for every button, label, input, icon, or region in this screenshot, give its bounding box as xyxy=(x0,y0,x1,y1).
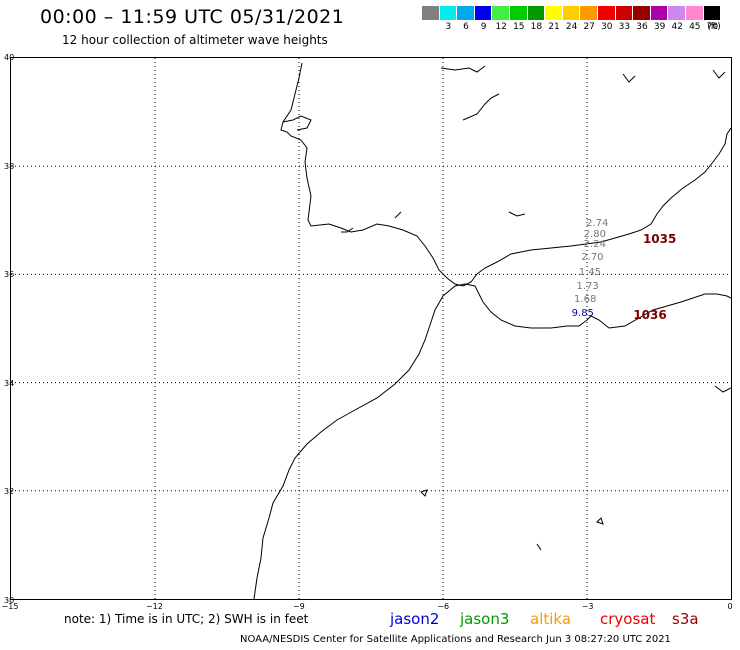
latitude-label: 34 xyxy=(4,378,15,388)
longitude-label: −12 xyxy=(145,602,163,611)
satellite-altika: altika xyxy=(530,610,572,628)
coastline-fragment-6 xyxy=(341,227,354,233)
map-title: 00:00 – 11:59 UTC 05/31/2021 xyxy=(40,6,345,28)
wave-height-value: 1.68 xyxy=(574,293,597,305)
latitude-label: 36 xyxy=(4,270,15,280)
credit-line: NOAA/NESDIS Center for Satellite Applica… xyxy=(240,634,671,645)
color-scale-tick: 21 xyxy=(548,22,560,32)
longitude-label: 0 xyxy=(727,602,733,611)
satellite-jason3: jason3 xyxy=(460,610,510,628)
color-scale-tick: 6 xyxy=(463,22,469,32)
color-scale-tick: 12 xyxy=(495,22,507,32)
graticule xyxy=(11,58,731,599)
longitude-label: −3 xyxy=(581,602,594,611)
color-swatch xyxy=(457,6,475,20)
map-subtitle: 12 hour collection of altimeter wave hei… xyxy=(62,33,328,47)
pressure-value: 1035 xyxy=(642,231,677,246)
coastline xyxy=(253,62,731,599)
color-swatch xyxy=(650,6,669,20)
longitude-label: −9 xyxy=(292,602,305,611)
wave-height-color-scale xyxy=(422,6,722,20)
color-scale-tick: 45 xyxy=(689,22,701,32)
coastline-fragment-5 xyxy=(714,385,731,393)
color-scale-tick: 27 xyxy=(583,22,595,32)
coastline-fragment-7 xyxy=(394,211,402,219)
wave-height-value: 1.73 xyxy=(576,281,599,293)
coastline-fragment-8 xyxy=(508,211,526,217)
satellite-s3a: s3a xyxy=(672,610,699,628)
longitude-label: −15 xyxy=(1,602,19,611)
wave-height-value: 2.74 xyxy=(586,218,609,230)
color-swatch xyxy=(668,6,686,20)
wave-height-value: 2.80 xyxy=(583,229,606,241)
latitude-label: 30 xyxy=(4,596,15,605)
color-swatch xyxy=(703,6,722,20)
color-scale-tick: 15 xyxy=(513,22,525,32)
satellite-cryosat: cryosat xyxy=(600,610,656,628)
color-scale-tick: 9 xyxy=(480,22,487,32)
color-swatch xyxy=(509,6,528,20)
color-scale-tick: 39 xyxy=(653,22,666,32)
coastline-island-1 xyxy=(420,489,428,497)
wave-height-value: 9.85 xyxy=(571,307,594,319)
color-swatch xyxy=(615,6,634,20)
longitude-label: −6 xyxy=(437,602,450,611)
color-scale-tick: 70 xyxy=(706,22,719,32)
coastline-morocco xyxy=(253,283,731,599)
color-scale-tick: 33 xyxy=(618,22,631,32)
latitude-label: 40 xyxy=(4,53,15,62)
color-scale-tick: 24 xyxy=(565,22,578,32)
coastline-fragment-2 xyxy=(462,93,500,121)
color-scale-tick: 36 xyxy=(636,22,648,32)
color-scale-labels: 3 6 9 12 15 18 21 24 27 30 33 36 39 42 45 70 (ft) xyxy=(422,22,740,34)
map-canvas xyxy=(11,58,731,599)
coastline-fragment-3 xyxy=(622,73,636,83)
color-swatch xyxy=(527,6,546,20)
wave-height-value: 2.70 xyxy=(581,252,604,264)
altimeter-map xyxy=(10,57,732,600)
color-scale-tick: 30 xyxy=(601,22,613,32)
satellite-jason2: jason2 xyxy=(390,610,440,628)
pressure-value: 1036 xyxy=(633,307,667,322)
color-scale-tick: 3 xyxy=(445,22,452,32)
color-swatch xyxy=(474,6,493,20)
color-swatch xyxy=(439,6,458,20)
coastline-portugal xyxy=(280,62,731,287)
coastline-tejo-estuary xyxy=(282,115,312,131)
latitude-label: 38 xyxy=(4,161,15,171)
color-swatch xyxy=(597,6,616,20)
color-scale-unit: (ft) xyxy=(707,22,721,32)
color-scale-tick: 18 xyxy=(530,22,543,32)
color-swatch xyxy=(492,6,510,20)
wave-height-value: 1.45 xyxy=(578,267,602,279)
color-swatch xyxy=(422,6,440,20)
color-scale-tick: 42 xyxy=(671,22,683,32)
coastline-fragment-4 xyxy=(712,69,726,79)
coastline-fragment-1 xyxy=(440,65,486,73)
coastline-island-3 xyxy=(536,543,542,551)
color-swatch xyxy=(580,6,598,20)
coastline-island-2 xyxy=(596,517,604,525)
color-swatch xyxy=(685,6,704,20)
wave-height-value: 2.24 xyxy=(583,239,606,251)
color-swatch xyxy=(562,6,581,20)
footer-note: note: 1) Time is in UTC; 2) SWH is in fe… xyxy=(64,612,309,626)
color-swatch xyxy=(545,6,563,20)
color-swatch xyxy=(633,6,651,20)
latitude-label: 32 xyxy=(4,487,15,497)
